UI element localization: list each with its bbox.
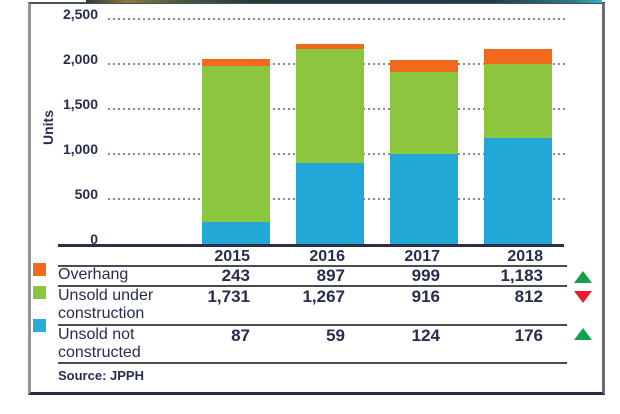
year-header: 2015 [214,248,250,265]
table-cell: 999 [411,266,440,285]
table-rule-below-years [58,265,567,267]
bar-segment-overhang [483,137,552,244]
bar-segment-unsold-not-constructed [483,48,552,65]
legend-label-unsold-under-construction: Unsold under construction [58,287,154,322]
table-cell: 1,267 [302,287,345,306]
photo-remnant-strip [86,0,602,3]
bar-segment-unsold-under-construction [202,66,271,223]
table-cell: 916 [411,287,440,306]
y-tick-label: 500 [74,186,98,202]
year-header: 2017 [404,248,440,265]
table-cell: 124 [411,326,440,345]
bar-segment-overhang [296,163,365,244]
bar-segment-unsold-not-constructed [389,60,458,72]
legend-label-overhang: Overhang [58,266,129,283]
trend-up-icon [574,328,592,340]
trend-up-icon [574,271,592,283]
bar-2016 [296,43,365,244]
x-axis-line [58,244,564,247]
table-cell: 87 [231,326,250,345]
table-cell: 1,731 [207,287,250,306]
bar-segment-overhang [389,154,458,244]
table-cell: 176 [514,326,543,345]
gridline [108,17,565,20]
y-tick-label: 1,500 [62,96,98,112]
bar-segment-unsold-under-construction [296,49,365,164]
bar-segment-unsold-under-construction [483,64,552,138]
y-tick-label: 0 [90,231,98,247]
table-cell: 59 [326,326,345,345]
y-tick-label: 2,000 [62,51,98,67]
trend-down-icon [574,291,592,303]
bar-segment-unsold-not-constructed [296,43,365,50]
source-text: Source: JPPH [58,368,144,383]
legend-swatch-unsold-under-construction [33,286,46,299]
table-cell: 1,183 [500,266,543,285]
bar-2015 [202,58,271,244]
table-rule-below-row2 [58,324,567,326]
table-cell: 897 [316,266,345,285]
bar-segment-unsold-not-constructed [202,58,271,67]
bar-2017 [389,60,458,244]
y-tick-label: 1,000 [62,141,98,157]
bar-segment-unsold-under-construction [389,71,458,155]
y-tick-label: 2,500 [62,6,98,22]
legend-swatch-unsold-not-constructed [33,319,46,332]
table-rule-below-row1 [58,285,567,287]
table-cell: 243 [221,266,250,285]
year-header: 2016 [309,248,345,265]
bar-segment-overhang [202,222,271,244]
table-cell: 812 [514,287,543,306]
legend-swatch-overhang [33,263,46,276]
year-header: 2018 [507,248,543,265]
legend-label-unsold-not-constructed: Unsold not constructed [58,326,141,361]
table-rule-below-row3 [58,362,567,364]
bar-2018 [483,48,552,244]
